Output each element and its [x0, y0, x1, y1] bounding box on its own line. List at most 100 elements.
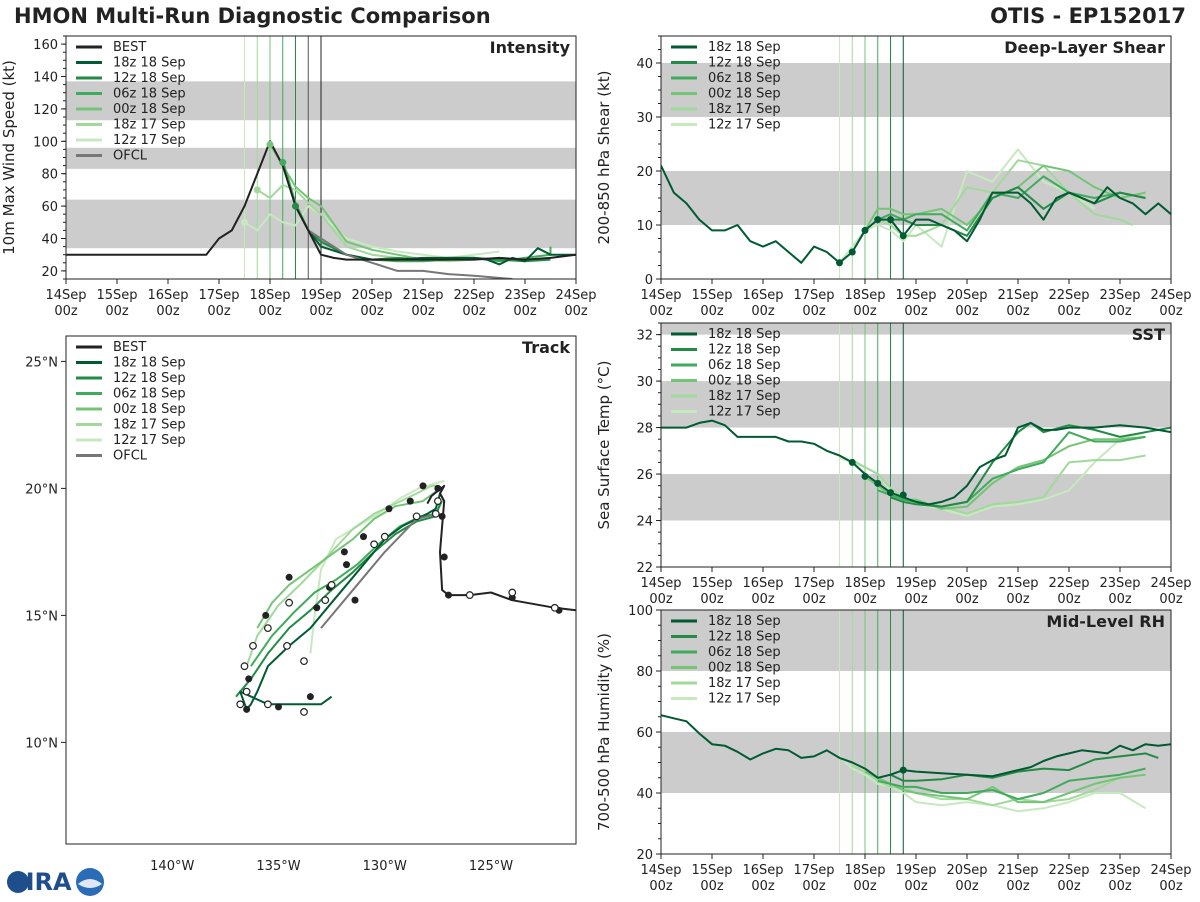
init-marker: [292, 202, 299, 210]
x-tick-label: 15Sep: [691, 576, 732, 591]
track-point-filled: [340, 548, 348, 556]
threshold-band: [661, 381, 1171, 428]
track-point-filled: [285, 573, 293, 581]
init-marker: [836, 259, 843, 267]
x-tick-label: 00z: [904, 592, 928, 607]
threshold-band: [661, 610, 1171, 671]
x-tick-label: 00z: [462, 304, 486, 319]
x-tick-label: 00z: [853, 879, 877, 894]
y-axis-label: Sea Surface Temp (°C): [595, 360, 613, 529]
x-tick-label: 00z: [802, 592, 826, 607]
init-marker: [887, 489, 894, 497]
y-tick-label: 140: [33, 71, 58, 86]
x-tick-label: 18Sep: [844, 576, 885, 591]
x-tick-label: 00z: [1159, 304, 1183, 319]
x-tick-label: 18Sep: [844, 288, 885, 303]
init-marker: [848, 458, 856, 466]
plot-area-rh: [661, 610, 1171, 854]
y-tick-label: 0: [645, 273, 653, 288]
x-tick-label: 00z: [649, 592, 673, 607]
legend-label: 00z 18 Sep: [113, 402, 186, 417]
track-point-open: [412, 512, 421, 521]
legend-label: 12z 18 Sep: [708, 343, 781, 358]
track-point-filled: [406, 497, 414, 505]
x-tick-label: 00z: [904, 304, 928, 319]
series-line-18z-18-sep: [661, 165, 1171, 264]
x-tick-label: 00z: [156, 304, 180, 319]
x-tick-label: 00z: [751, 592, 775, 607]
x-tick-label: 21Sep: [997, 576, 1038, 591]
legend-label: 06z 18 Sep: [113, 387, 186, 402]
track-point-open: [249, 641, 257, 650]
track-point-filled: [440, 553, 448, 561]
x-tick-label: 00z: [649, 879, 673, 894]
series-line-12z-18-sep: [890, 421, 1171, 508]
x-tick-label: 21Sep: [997, 288, 1038, 303]
y-tick-label: 120: [33, 103, 58, 118]
cira-globe-icon: [7, 871, 29, 893]
y-tick-label: 40: [636, 57, 653, 72]
y-tick-label: 15°N: [25, 609, 58, 624]
x-tick-label: 00z: [751, 304, 775, 319]
legend-label: 18z 17 Sep: [708, 102, 781, 117]
track-point-open: [327, 581, 336, 589]
plot-area-track: [235, 479, 576, 716]
panel-title: Intensity: [490, 38, 571, 57]
y-tick-label: 25°N: [25, 355, 58, 370]
series-line-ofcl: [307, 229, 513, 279]
x-tick-label: 20Sep: [351, 288, 392, 303]
x-tick-label: 00z: [853, 304, 877, 319]
x-tick-label: 00z: [207, 304, 231, 319]
x-tick-label: 00z: [700, 304, 724, 319]
y-tick-label: 80: [636, 665, 653, 680]
series-line-best: [66, 140, 576, 261]
series-line-12z-18-sep: [890, 752, 1159, 782]
x-tick-label: 23Sep: [1099, 863, 1140, 878]
legend-label: 18z 18 Sep: [113, 356, 186, 371]
series-line-18z-18-sep: [307, 229, 576, 266]
x-tick-label: 00z: [853, 592, 877, 607]
legend-label: OFCL: [113, 449, 148, 464]
y-axis-label: 10m Max Wind Speed (kt): [0, 60, 18, 255]
series-line-18z-17-sep: [256, 184, 500, 263]
legend-label: 18z 17 Sep: [708, 389, 781, 404]
y-tick-label: 20: [41, 265, 58, 280]
page-title: HMON Multi-Run Diagnostic Comparison: [14, 4, 491, 28]
x-tick-label: 00z: [904, 879, 928, 894]
panel-rh: 2040608010014Sep00z15Sep00z16Sep00z17Sep…: [595, 604, 1192, 894]
y-tick-label: 10: [636, 219, 653, 234]
panel-title: SST: [1132, 325, 1165, 344]
x-tick-label: 00z: [955, 304, 979, 319]
x-tick-label: 00z: [564, 304, 588, 319]
x-tick-label: 15Sep: [691, 863, 732, 878]
track-point-open: [300, 657, 308, 666]
x-tick-label: 16Sep: [742, 576, 783, 591]
x-tick-label: 16Sep: [742, 863, 783, 878]
threshold-band: [661, 171, 1171, 225]
x-tick-label: 00z: [309, 304, 333, 319]
legend-label: 18z 17 Sep: [708, 676, 781, 691]
x-tick-label: 00z: [258, 304, 282, 319]
x-tick-label: 22Sep: [453, 288, 494, 303]
x-tick-label: 140°W: [150, 859, 194, 874]
legend-label: OFCL: [113, 149, 148, 164]
track-point-open: [380, 532, 389, 541]
legend-label: 18z 18 Sep: [708, 327, 781, 342]
track-point-open: [300, 708, 308, 716]
x-tick-label: 17Sep: [793, 863, 834, 878]
x-tick-label: 21Sep: [997, 863, 1038, 878]
init-marker: [887, 216, 894, 224]
init-marker: [861, 226, 869, 234]
init-marker: [861, 472, 869, 480]
x-tick-label: 00z: [1108, 879, 1132, 894]
threshold-band: [661, 474, 1171, 521]
track-point-filled: [385, 505, 393, 513]
cira-logo: CIRA: [4, 866, 114, 902]
x-tick-label: 24Sep: [1150, 863, 1191, 878]
y-tick-label: 20: [636, 848, 653, 863]
panel-intensity: 2040608010012014016014Sep00z15Sep00z16Se…: [0, 35, 597, 319]
legend-label: BEST: [113, 340, 146, 355]
x-tick-label: 23Sep: [1099, 288, 1140, 303]
x-tick-label: 18Sep: [844, 863, 885, 878]
